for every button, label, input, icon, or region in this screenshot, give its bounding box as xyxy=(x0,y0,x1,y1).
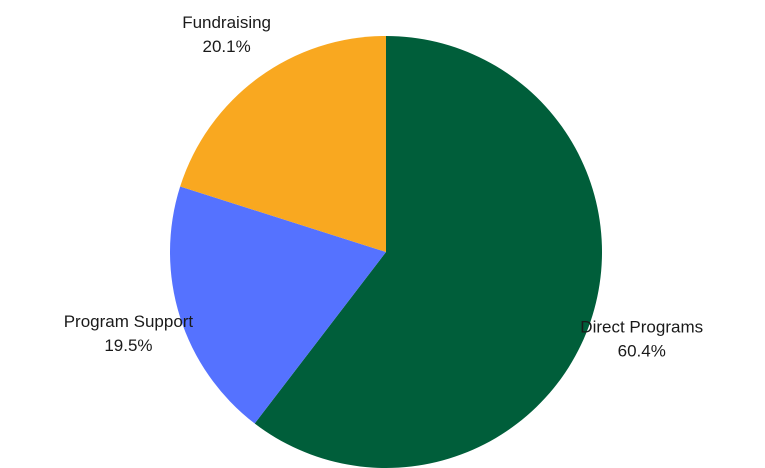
pie-label-program-support: Program Support 19.5% xyxy=(64,312,194,355)
slice-percent-label: 19.5% xyxy=(104,336,152,355)
pie-labels: Direct Programs 60.4% Program Support 19.5%… xyxy=(64,13,703,361)
pie-slice-fundraising xyxy=(180,36,386,252)
pie-slice-program-support xyxy=(170,186,386,424)
pie-label-direct-programs: Direct Programs 60.4% xyxy=(580,318,703,361)
slice-percent-label: 20.1% xyxy=(203,37,251,56)
slice-name-label: Program Support xyxy=(64,312,194,331)
pie-slices xyxy=(170,36,602,468)
slice-percent-label: 60.4% xyxy=(618,342,666,361)
slice-name-label: Direct Programs xyxy=(580,318,703,337)
pie-label-fundraising: Fundraising 20.1% xyxy=(182,13,271,56)
slice-name-label: Fundraising xyxy=(182,13,271,32)
pie-slice-direct-programs xyxy=(254,36,602,468)
